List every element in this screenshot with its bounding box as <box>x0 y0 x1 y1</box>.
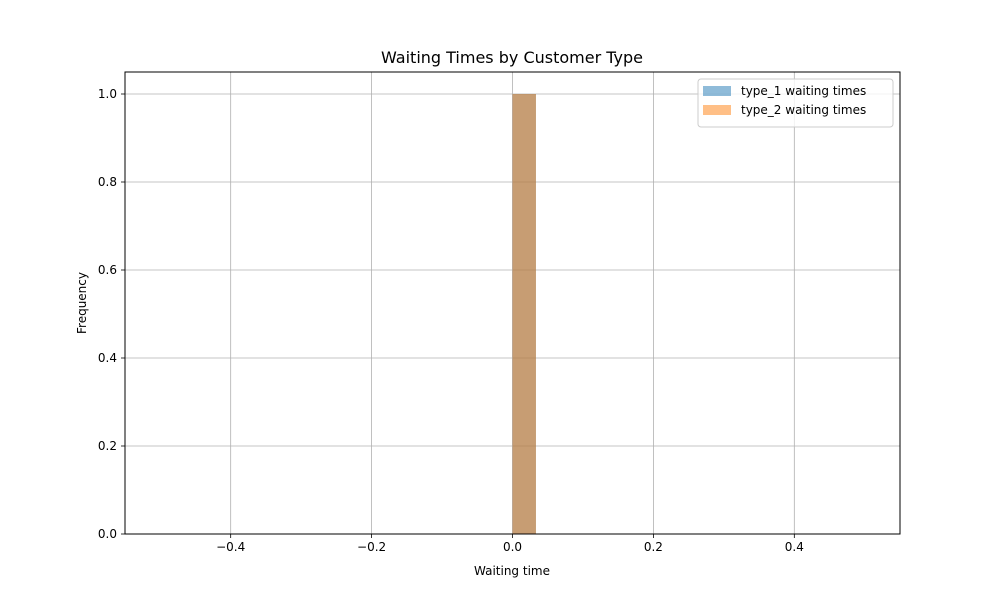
axis-ticks: −0.4 −0.2 0.0 0.2 0.4 0.0 0.2 0.4 0.6 0.8 1.0 <box>98 87 804 554</box>
y-axis-label: Frequency <box>75 272 89 334</box>
y-tick-label: 0.2 <box>98 439 117 453</box>
legend-label: type_2 waiting times <box>741 103 866 117</box>
bars <box>512 94 536 534</box>
x-tick-label: −0.2 <box>357 540 386 554</box>
y-tick-label: 1.0 <box>98 87 117 101</box>
legend-swatch <box>703 105 731 115</box>
legend-box <box>697 78 894 128</box>
y-tick-label: 0.6 <box>98 263 117 277</box>
x-tick-label: −0.4 <box>216 540 245 554</box>
chart-title: Waiting Times by Customer Type <box>381 48 643 67</box>
legend-swatch <box>703 86 731 96</box>
x-axis-label: Waiting time <box>474 564 550 578</box>
y-tick-label: 0.8 <box>98 175 117 189</box>
histogram-bar <box>512 94 536 534</box>
x-tick-label: 0.0 <box>503 540 522 554</box>
y-tick-label: 0.4 <box>98 351 117 365</box>
legend: type_1 waiting times type_2 waiting times <box>697 78 894 128</box>
x-tick-label: 0.4 <box>785 540 804 554</box>
y-tick-label: 0.0 <box>98 527 117 541</box>
x-tick-label: 0.2 <box>644 540 663 554</box>
legend-label: type_1 waiting times <box>741 84 866 98</box>
